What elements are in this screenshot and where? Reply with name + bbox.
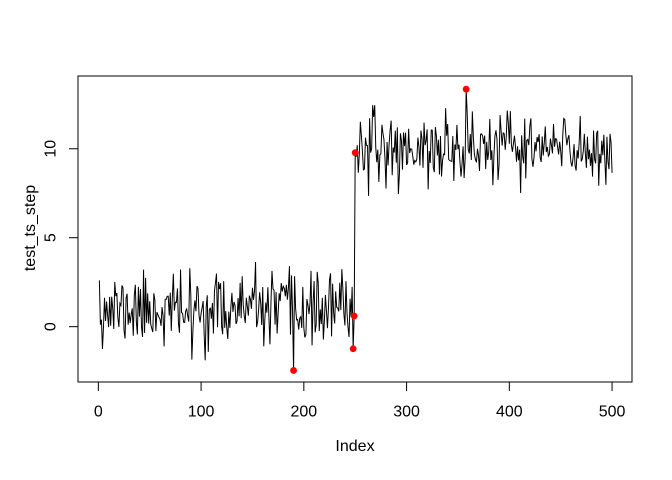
plot-border (77, 75, 633, 383)
x-tick-label: 400 (496, 404, 523, 421)
x-tick-label: 0 (94, 404, 103, 421)
y-tick-label: 5 (43, 233, 60, 242)
series-line (98, 89, 613, 371)
anomaly-point (349, 345, 357, 353)
anomaly-point (290, 367, 297, 374)
anomaly-point (462, 85, 470, 93)
anomaly-point (350, 312, 358, 320)
anomaly-point (351, 149, 359, 157)
y-tick-label: 0 (43, 322, 60, 331)
x-tick-label: 500 (599, 404, 626, 421)
x-axis-title: Index (335, 438, 375, 455)
y-axis-title: test_ts_step (22, 184, 39, 272)
x-tick-label: 100 (188, 404, 215, 421)
x-tick-label: 300 (393, 404, 420, 421)
y-tick-label: 10 (43, 140, 60, 158)
x-tick-label: 200 (290, 404, 317, 421)
